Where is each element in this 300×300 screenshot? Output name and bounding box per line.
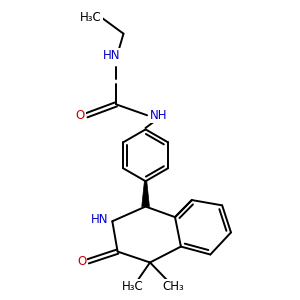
Text: H₃C: H₃C bbox=[122, 280, 144, 293]
Text: CH₃: CH₃ bbox=[163, 280, 184, 292]
Text: HN: HN bbox=[91, 213, 109, 226]
Text: HN: HN bbox=[103, 49, 121, 62]
Text: O: O bbox=[76, 109, 85, 122]
Text: O: O bbox=[77, 255, 86, 268]
Text: H₃C: H₃C bbox=[80, 11, 102, 24]
Text: NH: NH bbox=[149, 109, 167, 122]
Polygon shape bbox=[142, 181, 149, 206]
